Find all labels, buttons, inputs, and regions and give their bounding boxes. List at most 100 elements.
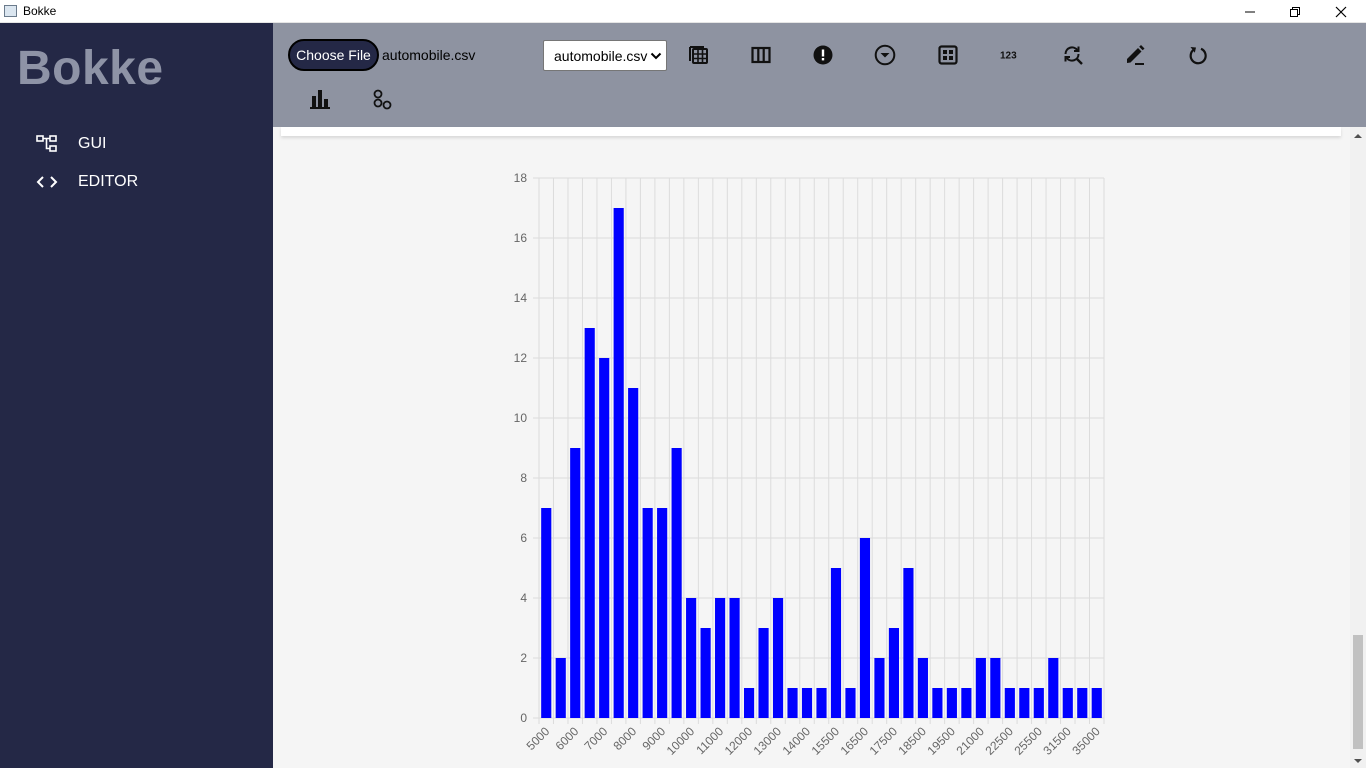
x-tick-label: 25500 <box>1011 724 1045 758</box>
sidebar-item-label: EDITOR <box>78 173 139 190</box>
x-tick-label: 14000 <box>780 724 814 758</box>
x-tick-label: 8000 <box>611 724 640 753</box>
scroll-down-icon[interactable] <box>1350 754 1366 768</box>
vertical-scrollbar[interactable] <box>1350 127 1366 768</box>
reset-icon <box>1189 47 1207 65</box>
bar <box>801 688 813 718</box>
x-tick-label: 6000 <box>553 724 582 753</box>
y-tick-label: 14 <box>514 291 528 305</box>
sidebar-item-gui[interactable]: GUI <box>36 131 106 157</box>
chart-bars <box>541 208 1102 718</box>
close-icon <box>1335 6 1347 17</box>
bar <box>758 628 769 718</box>
search-refresh-icon <box>1064 46 1083 65</box>
y-tick-label: 0 <box>520 711 527 725</box>
bar <box>787 688 798 718</box>
x-tick-label: 15500 <box>809 724 843 758</box>
bar <box>671 448 682 718</box>
numeric-button[interactable]: 123 <box>995 40 1025 70</box>
bar <box>1091 688 1102 718</box>
restore-button[interactable] <box>1272 0 1318 23</box>
y-tick-label: 6 <box>520 531 527 545</box>
bar-chart-button[interactable] <box>305 84 335 114</box>
table-icon <box>689 46 708 64</box>
x-tick-label: 10000 <box>664 724 698 758</box>
search-refresh-button[interactable] <box>1058 40 1088 70</box>
dataset-select-value: automobile.csv <box>554 47 648 64</box>
bar <box>555 658 566 718</box>
bar <box>657 508 668 718</box>
grid-button[interactable] <box>933 40 963 70</box>
bar <box>613 208 624 718</box>
bar <box>961 688 972 718</box>
table-button[interactable] <box>684 40 714 70</box>
bar <box>874 658 885 718</box>
code-icon <box>36 172 58 192</box>
bar <box>1019 688 1030 718</box>
sidebar-item-editor[interactable]: EDITOR <box>36 169 138 195</box>
selected-file-name: automobile.csv <box>382 47 476 63</box>
reset-button[interactable] <box>1183 40 1213 70</box>
bar <box>946 688 957 718</box>
bar <box>917 658 928 718</box>
bar <box>642 508 653 718</box>
card-edge <box>281 127 1341 136</box>
x-tick-label: 18500 <box>896 724 930 758</box>
sidebar: Bokke GUI EDITOR <box>0 23 273 768</box>
alert-button[interactable] <box>808 40 838 70</box>
x-tick-label: 16500 <box>838 724 872 758</box>
x-tick-label: 5000 <box>524 724 553 753</box>
choose-file-button[interactable]: Choose File <box>288 39 379 71</box>
bar <box>1077 688 1088 718</box>
bar <box>729 598 740 718</box>
x-tick-label: 17500 <box>867 724 901 758</box>
x-tick-label: 11000 <box>693 724 726 757</box>
bar <box>816 688 827 718</box>
restore-icon <box>1290 6 1300 17</box>
bar <box>700 628 711 718</box>
bar <box>541 508 552 718</box>
bar <box>845 688 856 718</box>
x-tick-label: 35000 <box>1069 724 1103 758</box>
edit-button[interactable] <box>1120 40 1150 70</box>
dataset-select[interactable]: automobile.csv <box>543 40 667 71</box>
dropdown-circle-button[interactable] <box>870 40 900 70</box>
bar <box>830 568 842 718</box>
toolbar: Choose File automobile.csv automobile.cs… <box>273 23 1366 127</box>
main-content <box>273 127 1350 768</box>
scatter-icon <box>373 89 392 110</box>
bar <box>1004 688 1015 718</box>
scrollbar-thumb[interactable] <box>1353 635 1363 749</box>
chevron-down-icon <box>650 52 662 60</box>
bar <box>903 568 914 718</box>
minimize-button[interactable] <box>1227 0 1273 23</box>
alert-icon <box>813 45 833 65</box>
y-tick-label: 10 <box>514 411 528 425</box>
scatter-button[interactable] <box>368 84 398 114</box>
y-tick-label: 18 <box>514 171 528 185</box>
bar-chart-icon <box>310 90 330 109</box>
bar <box>715 598 726 718</box>
brand-logo-text: Bokke <box>17 42 164 95</box>
grid-icon <box>938 45 958 65</box>
dropdown-circle-icon <box>874 44 896 66</box>
bar <box>1033 688 1044 718</box>
sidebar-item-label: GUI <box>78 135 107 152</box>
bar <box>1048 658 1059 718</box>
x-tick-label: 22500 <box>982 724 1016 758</box>
bar <box>859 538 871 718</box>
x-tick-label: 31500 <box>1040 724 1074 758</box>
x-tick-label: 13000 <box>751 724 785 758</box>
window-titlebar: Bokke <box>0 0 1366 23</box>
scroll-up-icon[interactable] <box>1350 129 1366 143</box>
bar <box>932 688 943 718</box>
y-tick-label: 2 <box>520 651 527 665</box>
close-button[interactable] <box>1318 0 1364 23</box>
bar <box>975 658 986 718</box>
columns-button[interactable] <box>746 40 776 70</box>
tree-icon <box>36 134 58 154</box>
x-tick-label: 12000 <box>722 724 756 758</box>
x-tick-label: 7000 <box>582 724 611 753</box>
columns-icon <box>751 46 771 64</box>
